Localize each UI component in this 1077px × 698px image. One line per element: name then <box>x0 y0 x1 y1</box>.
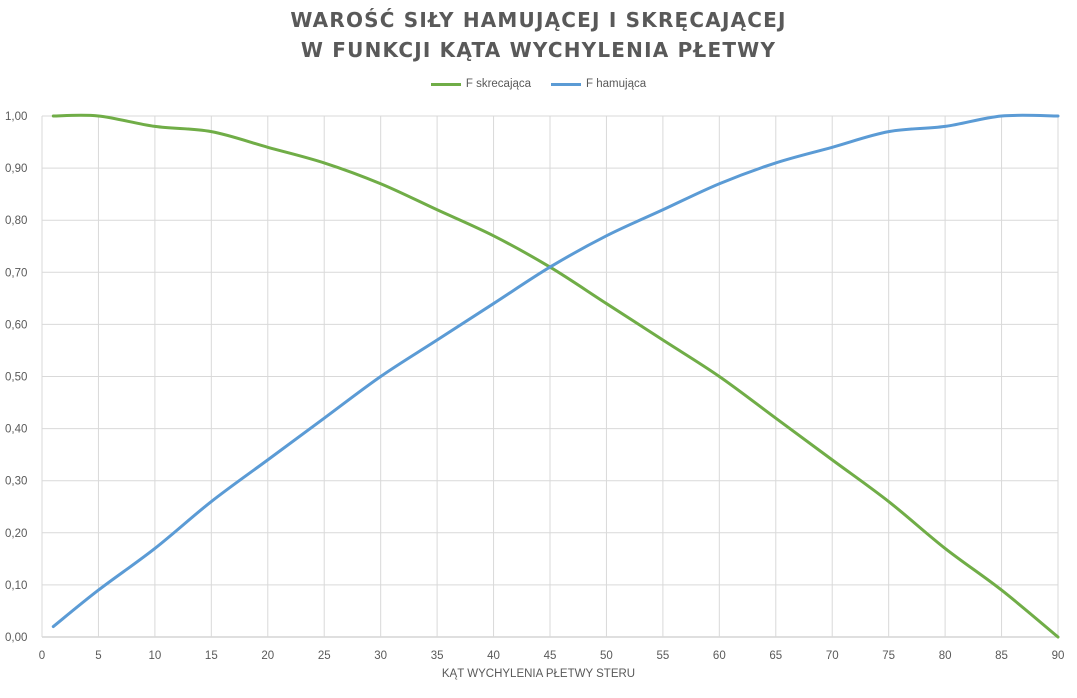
x-tick-label: 35 <box>431 650 444 662</box>
x-tick-label: 20 <box>261 650 274 662</box>
legend: F skrecająca F hamująca <box>0 78 1077 90</box>
x-tick-label: 45 <box>544 650 557 662</box>
series-line-f-skrecajaca <box>51 113 1060 639</box>
x-tick-label: 85 <box>995 650 1008 662</box>
x-tick-label: 55 <box>656 650 669 662</box>
y-tick-label: 0,00 <box>5 632 27 644</box>
x-tick-label: 25 <box>318 650 331 662</box>
y-tick-label: 0,90 <box>5 163 27 175</box>
legend-label-f-skrecajaca: F skrecająca <box>465 78 532 90</box>
x-axis-ticks: 0 5 10 15 20 25 30 35 40 45 50 55 60 65 70 75 80 85 90 <box>39 650 1065 662</box>
x-tick-label: 40 <box>487 650 500 662</box>
y-axis-ticks: 0,00 0,10 0,20 0,30 0,40 0,50 0,60 0,70 0,80 0,90… <box>5 111 27 644</box>
x-tick-label: 5 <box>95 650 101 662</box>
series-line-f-hamujaca <box>51 113 1060 629</box>
x-tick-label: 50 <box>600 650 613 662</box>
y-tick-label: 0,10 <box>5 580 27 592</box>
chart-title-line-1: WAROŚĆ SIŁY HAMUJĄCEJ I SKRĘCAJĄCEJ <box>290 8 787 32</box>
y-tick-label: 0,50 <box>5 372 27 384</box>
y-tick-label: 0,40 <box>5 424 27 436</box>
legend-item-f-hamujaca: F hamująca <box>551 78 646 90</box>
x-tick-label: 15 <box>205 650 218 662</box>
y-tick-label: 0,60 <box>5 319 27 331</box>
x-tick-label: 70 <box>826 650 839 662</box>
x-tick-label: 90 <box>1052 650 1065 662</box>
legend-label-f-hamujaca: F hamująca <box>586 78 647 90</box>
x-tick-label: 65 <box>769 650 782 662</box>
x-tick-label: 80 <box>939 650 952 662</box>
series-lines <box>51 113 1060 639</box>
y-tick-label: 0,20 <box>5 528 27 540</box>
gridlines <box>41 115 1059 638</box>
x-tick-label: 0 <box>39 650 45 662</box>
x-tick-label: 75 <box>882 650 895 662</box>
y-tick-label: 0,30 <box>5 476 27 488</box>
legend-item-f-skrecajaca: F skrecająca <box>430 78 532 90</box>
x-tick-label: 30 <box>374 650 387 662</box>
y-tick-label: 0,80 <box>5 215 27 227</box>
y-tick-label: 1,00 <box>5 111 27 123</box>
x-tick-label: 10 <box>148 650 161 662</box>
x-tick-label: 60 <box>713 650 726 662</box>
x-axis-label: KĄT WYCHYLENIA PŁETWY STERU <box>441 668 636 680</box>
legend-swatch-f-hamujaca <box>551 82 582 86</box>
y-tick-label: 0,70 <box>5 267 27 279</box>
chart-title-line-2: W FUNKCJI KĄTA WYCHYLENIA PŁETWY <box>300 38 777 62</box>
legend-swatch-f-skrecajaca <box>430 82 461 86</box>
